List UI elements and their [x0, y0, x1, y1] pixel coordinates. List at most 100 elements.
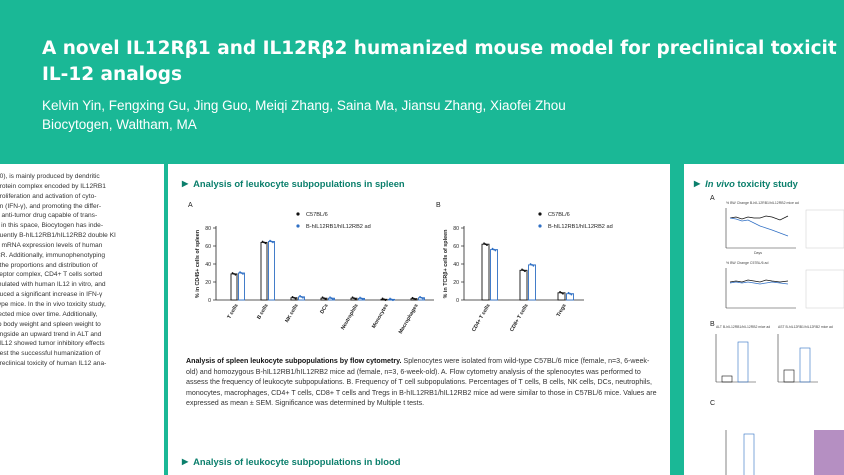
abstract-line: CR. Additionally, immunophenotyping: [0, 251, 106, 259]
data-point: [302, 296, 304, 299]
category-label: B cells: [256, 303, 270, 321]
bar: [490, 249, 498, 301]
legend-entry: B-hIL12RB1/hIL12RB2 ad: [306, 224, 371, 230]
data-point: [329, 296, 331, 299]
triangle-icon: ▶: [694, 179, 701, 188]
bar: [528, 264, 536, 301]
data-point: [231, 272, 234, 274]
y-tick-label: 40: [453, 262, 459, 268]
y-tick-label: 60: [453, 244, 459, 250]
data-point: [272, 241, 274, 244]
chart-b: B 0 20 40 60 80 % in TCRβ+ cells of spleen CD4+…: [436, 202, 613, 333]
blood-section-title: ▶ Analysis of leukocyte subpopulations i…: [182, 456, 400, 467]
tox-a-bottom-line-hum: [729, 281, 789, 285]
y-tick-label: 80: [453, 226, 459, 232]
legend-entry: C57BL/6: [306, 212, 328, 218]
data-point: [321, 296, 324, 299]
abstract-line: on (IFN-γ), and promoting the differ-: [0, 202, 102, 210]
data-point: [242, 273, 244, 275]
y-axis-label: % in TCRβ+ cells of spleen: [443, 230, 449, 299]
legend-entry: C57BL/6: [548, 212, 570, 218]
data-point: [522, 269, 525, 272]
data-point: [392, 299, 394, 302]
caption-body: Splenocytes were isolated from wild-type…: [186, 357, 657, 408]
data-point: [330, 297, 333, 300]
abstract-line: ceptor complex, CD4+ T cells sorted: [0, 271, 103, 279]
data-point: [239, 271, 241, 273]
poster-affiliation: Biocytogen, Waltham, MA: [42, 117, 197, 132]
tox-a-top-line-hum: [729, 217, 789, 237]
abstract-panel: 40), is mainly produced by dendritic prot…: [0, 164, 164, 475]
data-point: [422, 297, 424, 300]
data-point: [559, 291, 561, 293]
abstract-line: l IL12 showed tumor inhibitory effects: [0, 340, 105, 348]
poster-title-line1: A novel IL12Rβ1 and IL12Rβ2 humanized mo…: [42, 38, 837, 59]
toxicity-section-title: ▶ In vivo toxicity study: [694, 178, 798, 189]
y-tick-label: 60: [205, 244, 211, 250]
tox-b-title-left: ALT B-hIL12RB1/hIL12RB2 mice ad: [716, 325, 770, 329]
y-tick-label: 40: [205, 262, 211, 268]
data-point: [569, 292, 571, 295]
abstract-text: 40), is mainly produced by dendritic prot…: [0, 172, 158, 369]
data-point: [293, 296, 295, 299]
data-point: [494, 249, 497, 252]
data-point: [291, 295, 294, 298]
bar: [230, 273, 238, 301]
tox-c-image: [814, 430, 844, 475]
data-point: [263, 241, 265, 244]
data-point: [351, 296, 354, 299]
tox-b-right-bar-1: [783, 369, 795, 383]
category-label: Neutrophils: [340, 303, 360, 331]
abstract-line: proliferation and activation of cyto-: [0, 192, 97, 200]
tox-a-bottom-line-wt: [729, 279, 789, 283]
y-axis-label: % in CD45+ cells of spleen: [195, 230, 201, 298]
data-point: [269, 239, 271, 242]
tox-a-top-title: % BW Change B-hIL12RB1/hIL12RB2 mice ad: [726, 201, 799, 205]
data-point: [570, 293, 573, 296]
y-tick-label: 20: [453, 280, 459, 286]
abstract-line: preclinical toxicity of human IL12 ana-: [0, 360, 107, 368]
triangle-icon: ▶: [182, 179, 189, 188]
data-point: [413, 297, 415, 300]
category-label: Tregs: [556, 303, 568, 318]
poster-title-line2: IL-12 analogs: [42, 64, 182, 85]
toxicity-figures: A % BW Change B-hIL12RB1/hIL12RB2 mice a…: [710, 195, 844, 475]
tox-b-title-right: AST B-hIL12RB1/hIL12RB2 mice ad: [778, 325, 833, 329]
tox-b-left-bar-2: [737, 341, 749, 383]
data-point: [299, 295, 301, 297]
bar: [566, 293, 574, 301]
data-point: [233, 273, 235, 275]
bar: [268, 241, 275, 301]
abstract-line: to body weight and spleen weight to: [0, 320, 101, 328]
abstract-line: mulated with human IL12 in vitro, and: [0, 281, 106, 289]
data-point: [521, 268, 523, 271]
data-point: [411, 296, 414, 299]
abstract-line: y in this space, Biocytogen has inde-: [0, 222, 104, 230]
data-point: [360, 297, 363, 300]
category-label: DCs: [319, 303, 329, 315]
legend-marker: [296, 212, 300, 216]
abstract-line: g anti-tumor drug capable of trans-: [0, 212, 98, 220]
data-point: [532, 264, 535, 267]
legend-entry: B-hIL12RB1/hIL12RB2 ad: [548, 224, 613, 230]
abstract-line: duced a significant increase in IFN-γ: [0, 291, 103, 299]
legend-marker: [296, 224, 300, 228]
data-point: [381, 297, 384, 300]
data-point: [524, 270, 526, 273]
spleen-section-title: ▶ Analysis of leukocyte subpopulations i…: [182, 178, 405, 189]
category-label: CD4+ T cells: [471, 303, 492, 333]
triangle-icon: ▶: [182, 457, 189, 466]
data-point: [384, 299, 387, 302]
data-point: [483, 242, 485, 245]
data-point: [270, 240, 273, 243]
blood-section-title-text: Analysis of leukocyte subpopulations in …: [193, 456, 401, 467]
data-point: [493, 248, 495, 251]
legend-marker: [538, 212, 542, 216]
bar: [238, 272, 245, 301]
category-label: Macrophages: [398, 303, 420, 335]
tox-b-right-bar-2: [799, 347, 811, 383]
data-point: [300, 295, 303, 298]
data-point: [420, 296, 423, 299]
bar: [260, 241, 268, 301]
y-tick-label: 80: [205, 226, 211, 232]
